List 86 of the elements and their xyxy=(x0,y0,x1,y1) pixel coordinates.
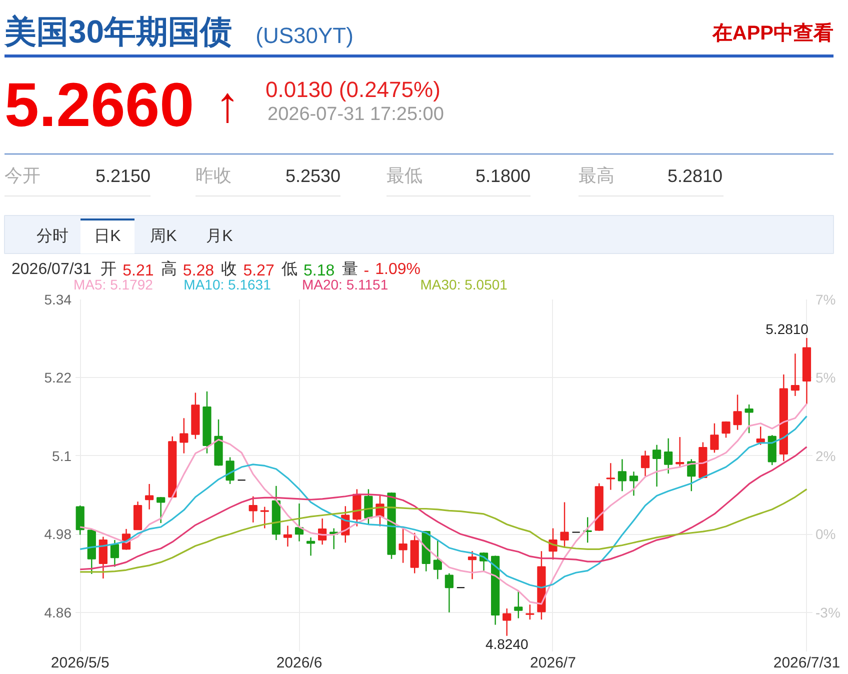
text: 最高 xyxy=(578,166,614,186)
candlestick xyxy=(226,456,234,485)
line-series xyxy=(79,488,808,573)
line-series xyxy=(79,446,808,570)
candlestick xyxy=(76,504,84,536)
x-tick-label: 2026/6 xyxy=(276,654,322,672)
text: 低 xyxy=(282,261,298,278)
candlestick xyxy=(283,525,292,548)
x-tick-label: 2026/5/5 xyxy=(50,654,110,672)
text: 2026/07/31 xyxy=(12,261,92,278)
text: ↑ xyxy=(215,76,240,132)
candlestick xyxy=(433,540,442,580)
candlestick xyxy=(156,496,166,524)
candlestick xyxy=(526,604,534,620)
text: 5.27 xyxy=(243,262,274,280)
candlestick xyxy=(618,458,626,492)
text: 5.2530 xyxy=(285,166,341,186)
chart-title: 美国30年期国债 xyxy=(4,14,232,50)
text: 开 xyxy=(100,261,117,278)
candlestick xyxy=(306,536,316,556)
candlestick xyxy=(180,418,188,454)
candlestick xyxy=(398,527,408,564)
candlestick xyxy=(640,450,650,477)
text: 5.2810 xyxy=(667,166,723,186)
candlestick xyxy=(606,462,615,490)
y2-tick-label: 0% xyxy=(816,526,836,542)
chart-subtitle: (US30YT) xyxy=(256,23,354,48)
candlestick xyxy=(248,496,258,524)
text: 5.2660 xyxy=(4,71,194,140)
candlestick xyxy=(629,470,638,496)
text: 0.0130 (0.2475%) xyxy=(266,77,440,102)
y2-tick-label: 2% xyxy=(816,448,836,464)
text: 周K xyxy=(150,228,178,245)
text: 量 xyxy=(342,261,358,278)
text: 收 xyxy=(221,261,238,278)
candlestick xyxy=(444,572,454,613)
candlestick xyxy=(664,438,673,474)
text: 最低 xyxy=(386,166,422,186)
text: 高 xyxy=(160,260,177,278)
text: 在APP中查看 xyxy=(711,22,834,44)
y2-tick-label: 7% xyxy=(816,292,836,308)
text: 5.28 xyxy=(182,262,214,280)
y2-tick-label: -3% xyxy=(816,604,840,620)
text: MA5: 5.1792 xyxy=(74,276,154,292)
annotation: 5.2810 xyxy=(766,320,809,337)
candlestick xyxy=(145,483,154,510)
candlestick xyxy=(260,506,269,529)
text: 月K xyxy=(206,228,234,245)
y-tick-label: 5.22 xyxy=(44,370,72,386)
text: 分时 xyxy=(36,227,68,245)
x-tick-label: 2026/7 xyxy=(530,654,576,672)
text: 5.1800 xyxy=(475,166,531,186)
x-tick-label: 2026/7/31 xyxy=(773,654,840,672)
candlestick xyxy=(722,420,730,438)
y-tick-label: 5.34 xyxy=(44,292,72,308)
candlestick xyxy=(514,590,523,619)
text: MA30: 5.0501 xyxy=(420,276,508,292)
text: 昨收 xyxy=(196,166,232,186)
annotation: 4.8240 xyxy=(485,636,528,652)
y-tick-label: 5.1 xyxy=(52,448,72,464)
text: 1.09% xyxy=(375,261,420,278)
candlestick xyxy=(744,404,754,434)
candlestick xyxy=(756,426,765,446)
candlestick xyxy=(468,550,477,580)
text: - xyxy=(364,262,370,280)
candlestick xyxy=(790,353,800,397)
y2-tick-label: 5% xyxy=(816,370,836,386)
text: 2026-07-31 17:25:00 xyxy=(268,104,444,125)
text: 5.18 xyxy=(304,262,335,280)
text: 5.21 xyxy=(122,262,154,280)
candlestick xyxy=(652,444,662,488)
text: 日K xyxy=(94,228,122,245)
candlestick xyxy=(502,608,512,636)
text: 今开 xyxy=(4,166,40,186)
candlestick xyxy=(110,539,120,568)
candlestick xyxy=(98,536,108,580)
text: 5.2150 xyxy=(95,166,151,186)
candlestick xyxy=(710,422,719,454)
candlestick xyxy=(364,488,373,525)
candlestick xyxy=(560,502,569,548)
text: MA20: 5.1151 xyxy=(302,276,388,292)
candlestick xyxy=(676,436,684,468)
y-tick-label: 4.98 xyxy=(44,526,72,542)
y-tick-label: 4.86 xyxy=(44,604,72,620)
text: MA10: 5.1631 xyxy=(184,276,272,292)
candlestick xyxy=(733,394,742,430)
